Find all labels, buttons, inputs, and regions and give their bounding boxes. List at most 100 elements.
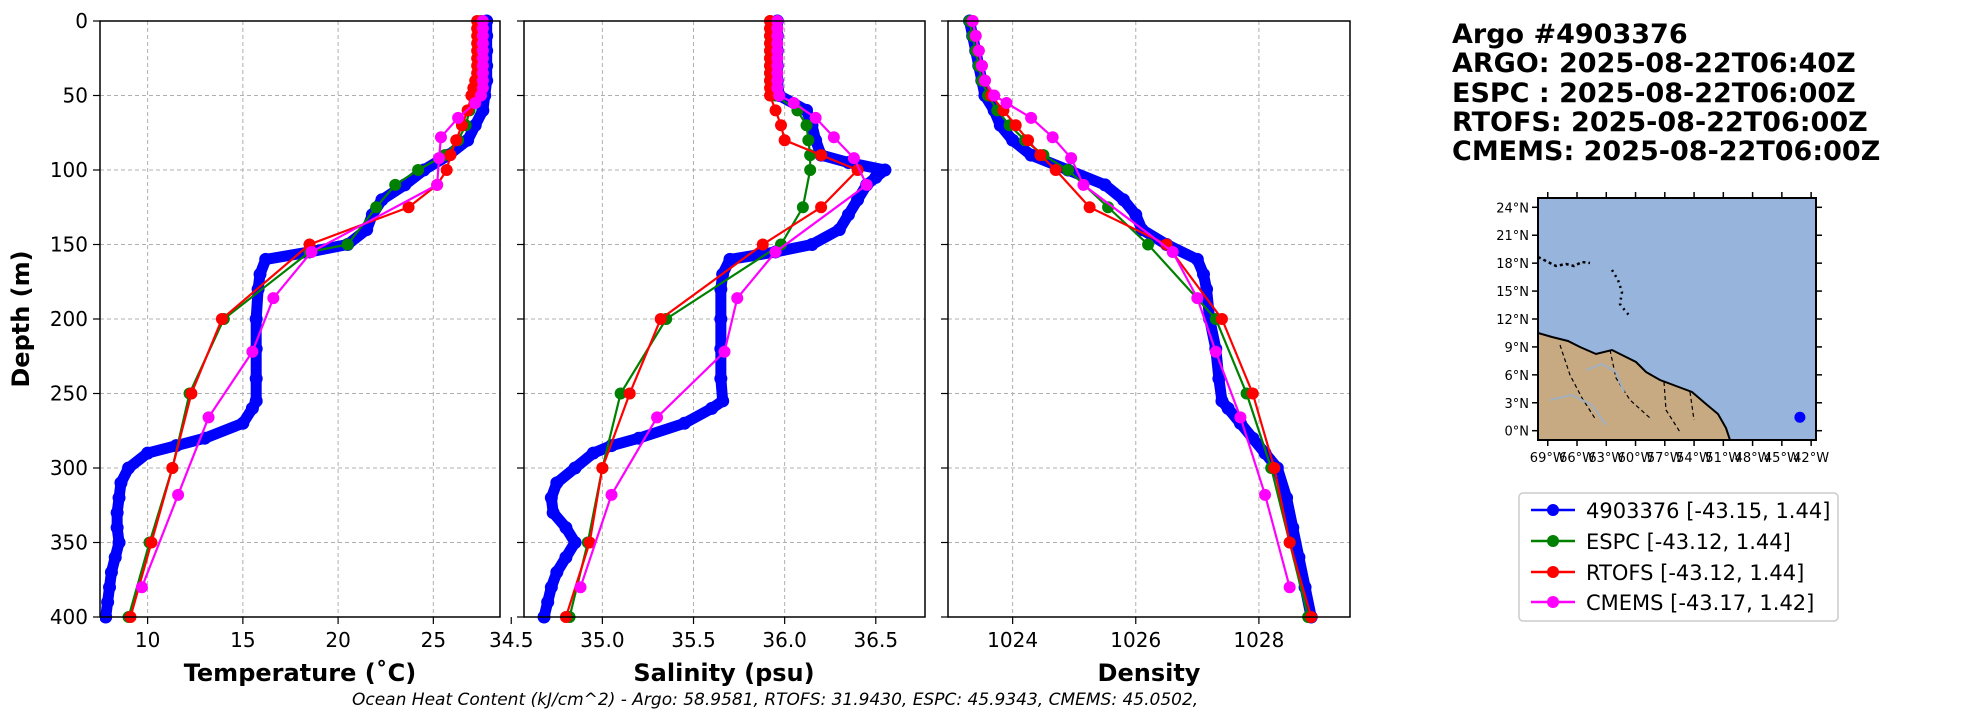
y-tick-label: 100 — [50, 158, 88, 182]
data-point-argo — [586, 446, 600, 460]
data-point-argo — [112, 491, 126, 505]
temperature-xlabel: Temperature (˚C) — [184, 659, 417, 687]
data-point-espc — [802, 134, 815, 147]
data-point-cmems — [773, 89, 786, 102]
data-point-argo — [841, 208, 855, 222]
data-point-argo — [550, 565, 564, 579]
y-tick-label: 150 — [50, 233, 88, 257]
x-tick-label: 35.0 — [580, 628, 625, 652]
legend-box — [1518, 492, 1839, 622]
x-tick-label: 10 — [135, 628, 160, 652]
legend-entry-espc: ESPC [-43.12, 1.44] — [1531, 530, 1791, 554]
map-lat-label: 3°N — [1505, 397, 1530, 412]
legend-label-espc: ESPC [-43.12, 1.44] — [1586, 530, 1791, 554]
ohc-footer: Ocean Heat Content (kJ/cm^2) - Argo: 58.… — [352, 690, 1198, 710]
data-point-argo — [108, 550, 122, 564]
x-tick-label: 36.0 — [762, 628, 807, 652]
data-point-argo — [1006, 133, 1020, 147]
data-point-argo — [104, 565, 118, 579]
map-land-antilles — [1610, 269, 1631, 317]
data-point-rtofs — [1215, 313, 1228, 325]
data-point-argo — [103, 580, 117, 594]
y-tick-label: 0 — [75, 9, 88, 33]
data-point-argo — [546, 506, 560, 520]
x-tick-label: 1024 — [987, 628, 1038, 652]
legend: 4903376 [-43.15, 1.44] ESPC [-43.12, 1.4… — [1518, 492, 1839, 622]
data-point-cmems — [1209, 345, 1222, 358]
y-tick-label: 400 — [50, 605, 88, 629]
depth-ylabel: Depth (m) — [7, 250, 35, 387]
data-point-cmems — [434, 131, 447, 144]
data-point-cmems — [267, 292, 280, 305]
data-point-cmems — [787, 96, 800, 109]
series-line-cmems — [140, 21, 484, 588]
data-point-rtofs — [444, 149, 457, 162]
data-point-argo — [253, 267, 267, 281]
legend-label-rtofs: RTOFS [-43.12, 1.44] — [1586, 561, 1804, 585]
map-lat-label: 12°N — [1496, 313, 1529, 328]
data-point-espc — [804, 164, 817, 176]
data-point-argo — [677, 416, 691, 430]
header-argo-id: Argo #4903376 — [1452, 19, 1688, 50]
series-line-argo — [100, 15, 493, 623]
x-tick-label: 36.5 — [854, 628, 899, 652]
legend-label-argo: 4903376 [-43.15, 1.44] — [1586, 499, 1830, 523]
data-point-rtofs — [815, 149, 828, 162]
y-tick-label: 200 — [50, 307, 88, 331]
map-lon-label: 66°W — [1559, 451, 1595, 466]
data-point-espc — [412, 164, 425, 176]
data-point-rtofs — [1009, 119, 1022, 132]
data-point-espc — [389, 178, 402, 191]
data-point-rtofs — [756, 238, 769, 251]
map-lon-label: 54°W — [1676, 451, 1712, 466]
data-point-cmems — [769, 245, 782, 258]
header-argo-time: ARGO: 2025-08-22T06:40Z — [1452, 48, 1856, 79]
series-cmems — [574, 15, 873, 594]
legend-entry-rtofs: RTOFS [-43.12, 1.44] — [1531, 561, 1804, 585]
data-point-cmems — [605, 488, 618, 501]
data-point-argo — [544, 491, 558, 505]
y-tick-label: 50 — [63, 84, 88, 108]
data-point-rtofs — [1283, 536, 1296, 549]
data-point-argo — [705, 401, 719, 415]
data-point-cmems — [860, 178, 873, 191]
data-point-cmems — [1065, 152, 1078, 165]
salinity-panel: 34.5 35.0 35.5 36.0 36.5 Salinity (psu) — [489, 14, 926, 687]
data-point-rtofs — [769, 104, 782, 117]
data-point-cmems — [431, 178, 444, 191]
data-point-argo — [544, 580, 558, 594]
data-point-rtofs — [1034, 149, 1047, 162]
data-point-cmems — [246, 345, 259, 358]
data-point-argo — [1246, 431, 1260, 445]
data-point-rtofs — [1022, 134, 1035, 147]
data-point-cmems — [978, 74, 991, 87]
data-point-cmems — [172, 488, 185, 501]
data-point-cmems — [469, 96, 482, 109]
data-point-rtofs — [815, 201, 828, 214]
legend-entry-cmems: CMEMS [-43.17, 1.42] — [1531, 591, 1814, 615]
data-point-cmems — [651, 411, 664, 424]
map-lon-label: 45°W — [1764, 451, 1800, 466]
legend-swatch-marker — [1547, 535, 1559, 547]
data-point-espc — [1062, 164, 1075, 176]
legend-label-cmems: CMEMS [-43.17, 1.42] — [1586, 591, 1814, 615]
data-point-argo — [114, 476, 128, 490]
data-point-cmems — [305, 245, 318, 258]
data-point-rtofs — [596, 462, 609, 474]
data-point-rtofs — [440, 164, 453, 176]
legend-swatch-marker — [1547, 566, 1559, 578]
series-line-cmems — [971, 20, 1291, 588]
data-point-argo — [259, 252, 273, 266]
x-tick-label: 15 — [230, 628, 255, 652]
map-lat-label: 21°N — [1496, 229, 1529, 244]
x-tick-label: 25 — [421, 628, 446, 652]
density-panel: 1024 1026 1028 Density — [941, 14, 1351, 687]
map-lon-label: 69°W — [1530, 451, 1566, 466]
data-point-cmems — [809, 111, 822, 124]
data-point-espc — [796, 201, 809, 214]
map-lon-label: 63°W — [1588, 451, 1624, 466]
data-point-rtofs — [1246, 387, 1259, 400]
data-point-cmems — [1077, 178, 1090, 191]
